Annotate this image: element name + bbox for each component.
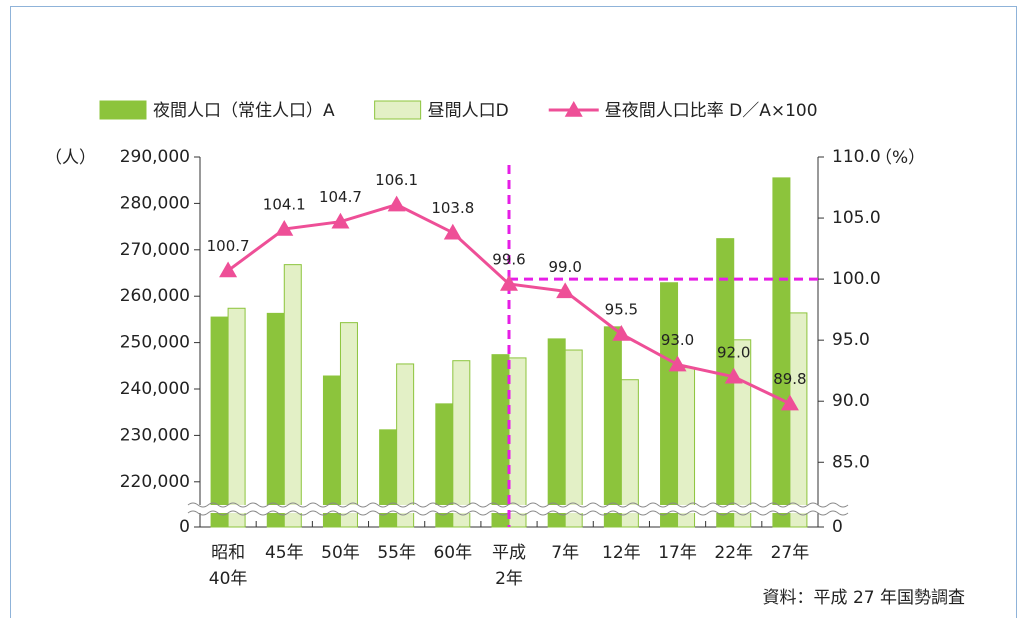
- data-label: 103.8: [431, 199, 474, 217]
- y-tick-label: 0: [179, 517, 190, 537]
- line-marker: [443, 223, 462, 240]
- x-tick-label-line: 17年: [658, 543, 697, 563]
- y-tick-label: 250,000: [120, 333, 190, 353]
- data-label: 104.7: [319, 188, 362, 206]
- x-tick-label-line: 50年: [321, 543, 360, 563]
- y2-tick-label: 100.0: [832, 269, 881, 289]
- bar: [547, 338, 566, 528]
- bar: [620, 379, 639, 528]
- legend-swatch: [564, 101, 583, 117]
- bar: [508, 357, 527, 528]
- x-tick-label: 45年: [265, 543, 304, 563]
- legend-label: 昼間人口D: [428, 101, 509, 121]
- line-marker: [724, 367, 743, 384]
- x-tick-label: 平成 2年: [492, 543, 526, 589]
- axis-break-line: [187, 510, 849, 516]
- y-tick-label: 240,000: [120, 379, 190, 399]
- x-tick-label-line: 55年: [377, 543, 416, 563]
- bar: [603, 326, 622, 528]
- y2-tick-label: 0: [832, 517, 843, 537]
- data-label: 99.0: [548, 258, 581, 276]
- line-marker: [556, 282, 575, 299]
- bar: [733, 339, 752, 528]
- data-label: 93.0: [661, 331, 694, 349]
- x-tick-label: 27年: [771, 543, 810, 563]
- x-tick-label-line: 60年: [433, 543, 472, 563]
- x-tick-label-line: 平成: [492, 543, 526, 563]
- bar: [452, 360, 471, 528]
- data-label: 106.1: [375, 171, 418, 189]
- y2-tick-label: 110.0: [832, 147, 881, 167]
- data-label: 100.7: [207, 237, 250, 255]
- data-label: 104.1: [263, 196, 306, 214]
- data-label: 99.6: [492, 250, 525, 268]
- bar: [564, 349, 583, 528]
- y2-tick-label: 95.0: [832, 330, 870, 350]
- frame: [10, 6, 1017, 618]
- x-tick-label-line: 昭和: [211, 543, 245, 563]
- y-tick-label: 290,000: [120, 147, 190, 167]
- line-marker: [275, 220, 294, 236]
- x-tick-label-line: 2年: [495, 569, 523, 589]
- bar: [210, 316, 229, 528]
- data-label: 89.8: [773, 370, 806, 388]
- legend-swatch: [99, 100, 147, 120]
- line-marker: [331, 212, 350, 229]
- bar: [789, 312, 808, 528]
- line-marker: [219, 261, 238, 278]
- y-axis-label: （人）: [45, 148, 96, 168]
- data-label: 95.5: [605, 301, 638, 319]
- bar: [339, 322, 358, 528]
- axis-break-line: [187, 502, 849, 508]
- y2-tick-label: 105.0: [832, 208, 881, 228]
- y-tick-label: 270,000: [120, 240, 190, 260]
- x-tick-label-line: 22年: [714, 543, 753, 563]
- line-marker: [500, 274, 518, 291]
- x-tick-label: 55年: [377, 543, 416, 563]
- line-marker: [780, 394, 799, 411]
- x-tick-label-line: 40年: [209, 569, 248, 589]
- bar: [283, 264, 302, 528]
- bar: [266, 312, 285, 528]
- bar: [660, 282, 679, 528]
- source-note: 資料：平成 27 年国勢調査: [763, 588, 965, 608]
- y2-tick-label: 85.0: [832, 452, 870, 472]
- x-tick-label-line: 27年: [771, 543, 810, 563]
- x-tick-label-line: 7年: [551, 543, 579, 563]
- x-tick-label: 22年: [714, 543, 753, 563]
- x-tick-label: 7年: [551, 543, 579, 563]
- bar: [396, 363, 415, 528]
- data-label: 92.0: [717, 343, 750, 361]
- x-tick-label: 50年: [321, 543, 360, 563]
- line-marker: [387, 195, 406, 212]
- axis-break-fill: [188, 505, 830, 513]
- x-tick-label: 昭和 40年: [209, 543, 248, 589]
- legend-swatch: [374, 100, 422, 120]
- x-tick-label: 60年: [433, 543, 472, 563]
- legend-label: 昼夜間人口比率 D／A×100: [605, 101, 818, 121]
- y-tick-label: 230,000: [120, 425, 190, 445]
- line-marker: [612, 325, 631, 341]
- y-tick-label: 280,000: [120, 193, 190, 213]
- y-tick-label: 220,000: [120, 472, 190, 492]
- bar: [227, 307, 246, 528]
- bar: [491, 354, 510, 528]
- line-marker: [668, 355, 687, 372]
- x-tick-label: 17年: [658, 543, 697, 563]
- x-tick-label: 12年: [602, 543, 641, 563]
- bar: [772, 177, 791, 528]
- y2-axis-label: （%）: [875, 148, 925, 168]
- x-tick-label-line: 12年: [602, 543, 641, 563]
- y2-tick-label: 90.0: [832, 391, 870, 411]
- x-tick-label-line: 45年: [265, 543, 304, 563]
- legend-label: 夜間人口（常住人口）A: [153, 101, 335, 121]
- y-tick-label: 260,000: [120, 286, 190, 306]
